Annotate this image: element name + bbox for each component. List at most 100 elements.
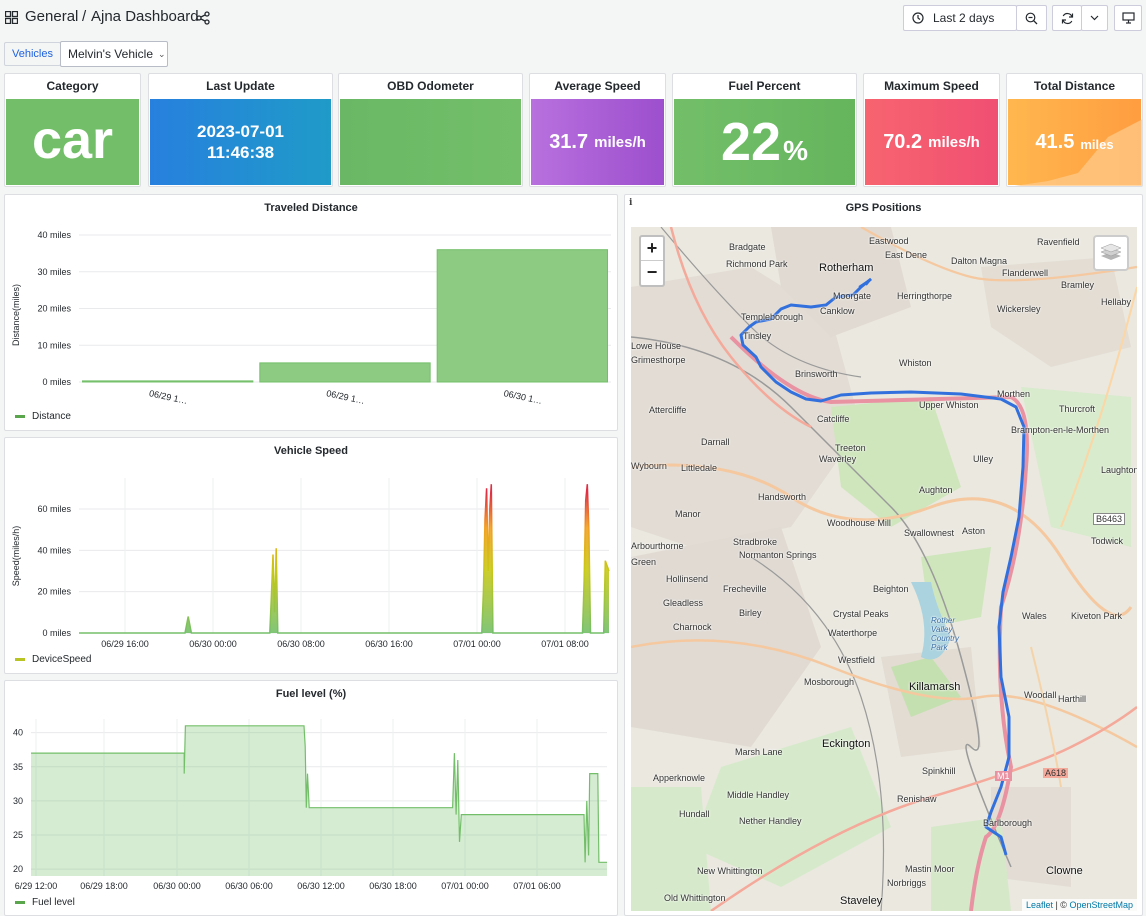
x-tick-label: 07/01 00:00: [441, 881, 489, 891]
map-label: Green: [631, 557, 657, 567]
map-label: Waverley: [819, 454, 857, 464]
map-label: Treeton: [835, 443, 866, 453]
stat-value-box: 41.5 miles: [1008, 99, 1142, 186]
panel-vehicle-speed[interactable]: Vehicle Speed Speed(miles/h) 0 miles 20 m…: [4, 437, 618, 674]
map-zoom-out-button[interactable]: −: [646, 262, 658, 282]
map-label: Waterthorpe: [828, 628, 878, 638]
map-label: Harthill: [1058, 694, 1087, 704]
legend-swatch: [15, 901, 25, 904]
map-label: Morthen: [997, 389, 1031, 399]
map-label: Upper Whiston: [919, 400, 979, 410]
legend-distance[interactable]: Distance: [15, 411, 71, 422]
y-tick-label: 20 miles: [37, 587, 71, 597]
map-label: Woodhouse Mill: [827, 518, 891, 528]
stat-value-time: 11:46:38: [206, 143, 275, 162]
x-tick-label: 06/30 1…: [503, 388, 543, 406]
share-icon[interactable]: [196, 11, 210, 25]
panel-traveled-distance[interactable]: Traveled Distance Distance(miles) 0 mile…: [4, 194, 618, 431]
x-tick-label: 06/30 18:00: [369, 881, 417, 891]
map-label: Charnock: [673, 622, 712, 632]
dashboard-title[interactable]: Ajna Dashboard: [91, 8, 199, 25]
map-label: Mosborough: [804, 677, 855, 687]
osm-link[interactable]: OpenStreetMap: [1069, 900, 1133, 910]
stat-panel-obd-odometer[interactable]: OBD Odometer: [338, 73, 523, 187]
zoom-out-time-button[interactable]: [1016, 5, 1047, 31]
stat-value: 70.2: [883, 130, 923, 153]
stat-panel-last-update[interactable]: Last Update 2023-07-01 11:46:38: [148, 73, 333, 187]
x-tick-label: 06/30 00:00: [153, 881, 201, 891]
map-label: Bradgate: [729, 242, 766, 252]
stat-panel-total-distance[interactable]: Total Distance 41.5 miles: [1006, 73, 1143, 187]
leaflet-link[interactable]: Leaflet: [1025, 900, 1053, 910]
stat-unit: miles/h: [928, 133, 980, 151]
refresh-button[interactable]: [1052, 5, 1082, 31]
legend-device-speed[interactable]: DeviceSpeed: [15, 654, 91, 665]
stat-title: Total Distance: [1033, 79, 1116, 93]
time-range-picker[interactable]: Last 2 days: [903, 5, 1017, 31]
vehicle-select[interactable]: Melvin's Vehicle ⌄: [60, 41, 168, 67]
chevron-down-icon: ⌄: [158, 48, 166, 59]
panel-fuel-level[interactable]: Fuel level (%) 20 25 30 35 40 6/29 12:00 06/29…: [4, 680, 618, 916]
map-label: Lowe House: [631, 341, 682, 351]
y-tick-label: 20 miles: [37, 304, 71, 314]
info-icon[interactable]: i: [629, 198, 633, 208]
panel-title: Traveled Distance: [264, 202, 358, 214]
stat-unit: miles/h: [594, 133, 646, 151]
map-label: East Dene: [885, 250, 928, 260]
legend-fuel-level[interactable]: Fuel level: [15, 897, 75, 908]
map-label: Frecheville: [723, 584, 767, 594]
stat-title: Fuel Percent: [728, 79, 801, 93]
map-label: Dalton Magna: [951, 256, 1008, 266]
y-axis-label: Distance(miles): [11, 284, 21, 346]
map-label: Spinkhill: [922, 766, 956, 776]
bar[interactable]: [259, 362, 431, 383]
map-label: Gleadless: [663, 598, 704, 608]
x-tick-label: 06/30 06:00: [225, 881, 273, 891]
map-label: Middle Handley: [727, 790, 790, 800]
fuel-line[interactable]: [31, 725, 607, 863]
fuel-area-chart: 20 25 30 35 40 6/29 12:00 06/29 18:00 06/30 00:…: [13, 719, 607, 891]
monitor-icon: [1121, 12, 1135, 24]
chevron-down-icon: [1090, 15, 1099, 21]
time-range-label: Last 2 days: [933, 11, 995, 25]
x-tick-label: 6/29 12:00: [15, 881, 58, 891]
stat-panel-average-speed[interactable]: Average Speed 31.7 miles/h: [529, 73, 666, 187]
map-label: Herringthorpe: [897, 291, 953, 301]
speed-line[interactable]: [79, 484, 610, 634]
map-label: Old Whittington: [664, 893, 726, 903]
y-tick-label: 40 miles: [37, 545, 71, 555]
map-label: Hellaby: [1101, 297, 1132, 307]
stat-panel-fuel-percent[interactable]: Fuel Percent 22 %: [672, 73, 857, 187]
refresh-interval-dropdown[interactable]: [1081, 5, 1108, 31]
stat-unit: miles: [1080, 136, 1114, 152]
map-label: Arbourthorne: [631, 541, 684, 551]
x-tick-label: 06/29 1…: [148, 388, 188, 406]
map-view[interactable]: Bradgate Eastwood Ravenfield Richmond Pa…: [631, 227, 1137, 911]
apps-grid-icon[interactable]: [5, 11, 18, 24]
map-zoom-in-button[interactable]: +: [641, 237, 663, 261]
panel-gps-positions[interactable]: i GPS Positions: [624, 194, 1143, 916]
y-tick-label: 20: [13, 864, 23, 874]
bar[interactable]: [82, 380, 254, 383]
map-label: Brampton-en-le-Morthen: [1011, 425, 1110, 435]
speed-area: [79, 484, 609, 633]
bar[interactable]: [436, 249, 608, 383]
map-label: Grimesthorpe: [631, 355, 686, 365]
breadcrumb-folder[interactable]: General: [25, 8, 79, 25]
stat-title: OBD Odometer: [387, 79, 474, 93]
map-label: Nether Handley: [739, 816, 802, 826]
y-tick-label: 25: [13, 830, 23, 840]
map-label: Tinsley: [743, 331, 772, 341]
stat-value-box: 31.7 miles/h: [531, 99, 664, 185]
map-label: Birley: [739, 608, 762, 618]
map-layers-button[interactable]: [1093, 235, 1129, 271]
stat-panel-category[interactable]: Category car: [4, 73, 141, 187]
stat-value: car: [31, 110, 114, 170]
tv-mode-button[interactable]: [1114, 5, 1142, 31]
map-label: Moorgate: [833, 291, 872, 301]
map-label: Swallownest: [904, 528, 955, 538]
map-label: Thurcroft: [1059, 404, 1096, 414]
stat-panel-maximum-speed[interactable]: Maximum Speed 70.2 miles/h: [863, 73, 1000, 187]
map-label: Wales: [1022, 611, 1047, 621]
stat-value: 41.5: [1035, 130, 1075, 153]
